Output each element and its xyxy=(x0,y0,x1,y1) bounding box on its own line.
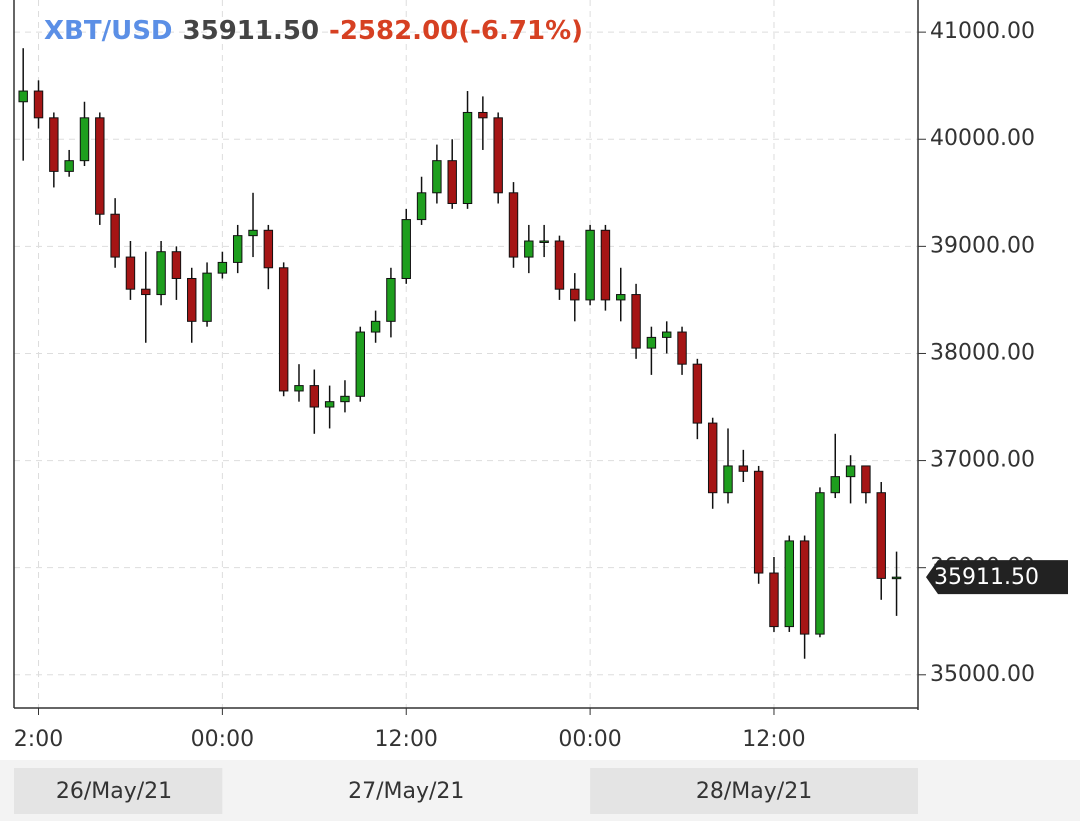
candle-body xyxy=(769,572,779,628)
y-tick-label: 38000.00 xyxy=(930,340,1035,365)
candle-body xyxy=(401,219,411,279)
candle-body xyxy=(432,160,442,194)
candle-body xyxy=(370,320,381,333)
candle-body xyxy=(616,294,626,301)
candle-body xyxy=(294,385,304,392)
candle-body xyxy=(753,470,764,574)
candle-body xyxy=(692,363,703,424)
candle-body xyxy=(125,256,136,290)
candle-body xyxy=(723,465,733,494)
y-tick-label: 35000.00 xyxy=(930,662,1035,687)
header: XBT/USD 35911.50 -2582.00(-6.71%) xyxy=(44,16,583,46)
candle-body xyxy=(799,540,810,635)
candle-body xyxy=(248,229,258,237)
candle-body xyxy=(677,331,687,365)
candle-body xyxy=(478,111,488,119)
candle-body xyxy=(187,277,197,322)
date-band xyxy=(590,768,918,814)
candle-body xyxy=(18,90,28,103)
candle-body xyxy=(141,288,151,296)
x-tick-label: 12:00 xyxy=(742,727,805,752)
candle-body xyxy=(386,277,396,322)
candle-body xyxy=(309,385,320,408)
candle-body xyxy=(462,111,473,205)
candle-body xyxy=(600,229,611,301)
axes: 35000.0036000.0037000.0038000.0039000.00… xyxy=(13,0,1068,814)
candle-body xyxy=(662,331,672,338)
symbol: XBT/USD xyxy=(44,16,173,46)
candle-body xyxy=(49,117,59,172)
candle-body xyxy=(554,240,565,290)
y-tick-label: 41000.00 xyxy=(930,19,1035,44)
candles xyxy=(18,48,902,659)
x-tick-label: 00:00 xyxy=(191,727,254,752)
candle-body xyxy=(340,395,350,403)
candle-body xyxy=(508,192,519,258)
candle-body xyxy=(447,160,457,205)
last-price-label: 35911.50 xyxy=(934,565,1039,590)
candle-body xyxy=(202,272,212,322)
x-tick-label: 00:00 xyxy=(558,727,621,752)
candle-body xyxy=(171,251,182,279)
candle-body xyxy=(95,117,105,215)
date-label: 27/May/21 xyxy=(348,779,464,804)
change: -2582.00(-6.71%) xyxy=(329,16,583,46)
candle-body xyxy=(845,465,856,478)
date-label: 28/May/21 xyxy=(696,779,812,804)
date-band xyxy=(14,768,223,814)
candle-body xyxy=(524,240,534,258)
last-price-tag xyxy=(926,560,1068,595)
y-tick-label: 40000.00 xyxy=(930,126,1035,151)
candle-body xyxy=(232,235,243,263)
x-tick-label: 2:00 xyxy=(14,727,63,752)
candle-body xyxy=(815,492,825,635)
candle-body xyxy=(324,401,335,408)
candle-body xyxy=(156,251,166,296)
candle-body xyxy=(33,90,44,119)
candle-body xyxy=(738,465,749,472)
candle-body xyxy=(79,117,90,162)
candle-body xyxy=(707,422,718,494)
date-label: 26/May/21 xyxy=(56,779,172,804)
price: 35911.50 xyxy=(183,16,320,46)
candle-body xyxy=(585,229,595,301)
candle-body xyxy=(278,267,289,392)
candle-body xyxy=(64,160,74,172)
candle-body xyxy=(784,540,795,628)
candle-body xyxy=(493,117,503,194)
candle-body xyxy=(631,294,641,349)
candle-body xyxy=(646,336,657,349)
candle-body xyxy=(830,476,840,494)
candle-body xyxy=(861,465,871,494)
y-tick-label: 39000.00 xyxy=(930,233,1035,258)
candle-body xyxy=(539,240,549,243)
y-tick-label: 37000.00 xyxy=(930,448,1035,473)
candle-body xyxy=(217,261,228,274)
candle-body xyxy=(876,492,886,579)
candle-body xyxy=(891,576,902,580)
candle-body xyxy=(110,213,120,258)
date-band xyxy=(222,768,591,814)
plot-background xyxy=(0,0,1080,760)
candle-body xyxy=(355,331,365,397)
candle-body xyxy=(570,288,580,301)
candle-body xyxy=(263,229,274,269)
grid xyxy=(14,0,918,708)
candle-body xyxy=(416,192,427,221)
x-tick-label: 12:00 xyxy=(375,727,438,752)
